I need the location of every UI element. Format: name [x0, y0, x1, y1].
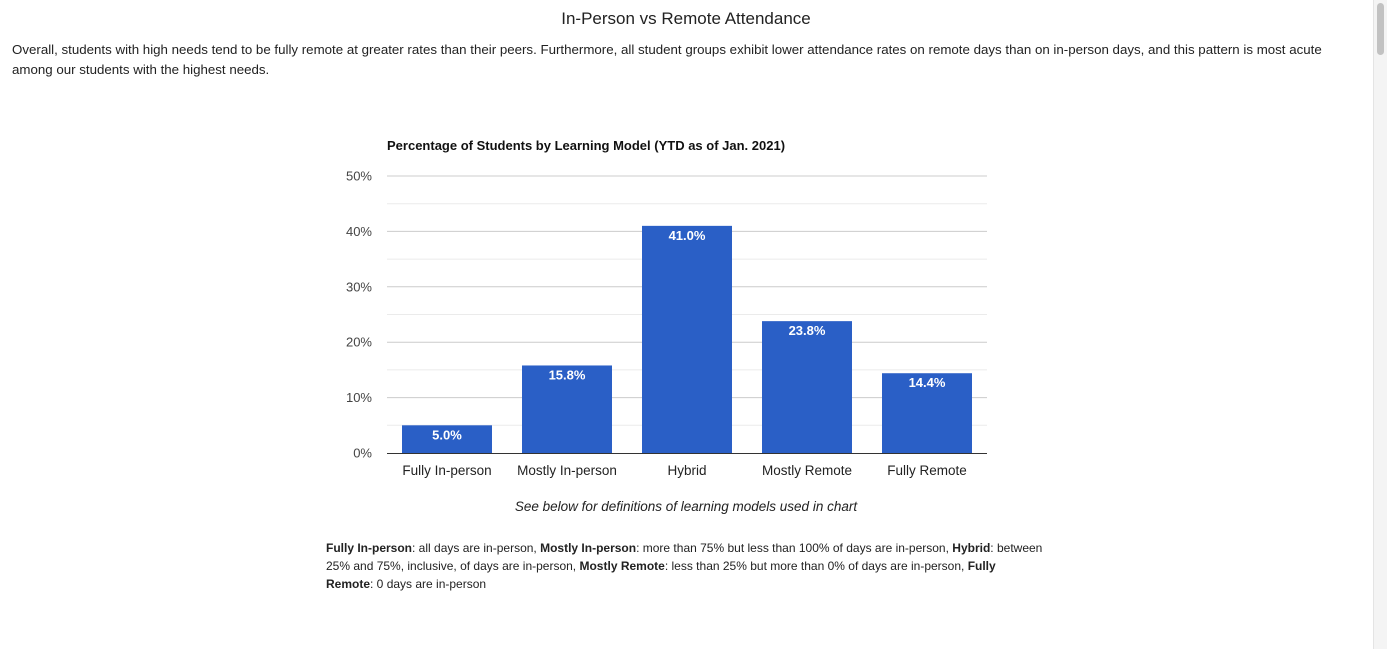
y-tick-label: 50% [346, 169, 372, 184]
definition-text: : between 25% and 75%, inclusive, of day… [326, 541, 1043, 573]
definition-term: Mostly Remote [579, 559, 665, 573]
y-tick-label: 20% [346, 335, 372, 350]
bar-0 [402, 425, 492, 453]
bar-1 [522, 365, 612, 453]
y-tick-label: 0% [353, 446, 372, 461]
y-tick-label: 40% [346, 224, 372, 239]
bar-3 [762, 321, 852, 453]
definition-term: Fully In-person [326, 541, 413, 555]
x-tick-label: Mostly Remote [762, 463, 852, 478]
definition-term: Hybrid [952, 541, 991, 555]
y-tick-label: 10% [346, 390, 372, 405]
definition-text: : less than 25% but more than 0% of days… [664, 559, 968, 573]
vertical-scrollbar[interactable] [1373, 0, 1387, 649]
y-tick-label: 30% [346, 279, 372, 294]
definition-term: Fully Remote [326, 559, 996, 591]
scrollbar-thumb[interactable] [1377, 3, 1384, 55]
definition-term: Mostly In-person [540, 541, 637, 555]
intro-paragraph: Overall, students with high needs tend t… [12, 42, 1322, 77]
data-label: 15.8% [549, 367, 586, 382]
x-tick-label: Fully In-person [402, 463, 491, 478]
x-axis-ticks: Fully In-person Mostly In-person Hybrid Mos… [402, 463, 966, 478]
data-label: 41.0% [669, 228, 706, 243]
y-axis-ticks: 0% 10% 20% 30% 40% 50% [346, 169, 372, 461]
x-tick-label: Mostly In-person [517, 463, 617, 478]
definition-text: : 0 days are in-person [370, 577, 487, 591]
bar-2 [642, 225, 732, 453]
bar-4 [882, 373, 972, 453]
page-title: In-Person vs Remote Attendance [561, 9, 811, 28]
data-label: 23.8% [789, 323, 826, 338]
definition-text: : all days are in-person, [412, 541, 541, 555]
bars [402, 225, 972, 453]
chart-title: Percentage of Students by Learning Model… [387, 138, 785, 153]
learning-model-bar-chart: Percentage of Students by Learning Model… [346, 138, 987, 478]
data-label: 5.0% [432, 427, 462, 442]
chart-footnote: See below for definitions of learning mo… [514, 499, 858, 514]
definition-text: : more than 75% but less than 100% of da… [636, 541, 953, 555]
data-label: 14.4% [909, 375, 946, 390]
data-labels: 5.0% 15.8% 41.0% 23.8% 14.4% [432, 228, 946, 442]
x-tick-label: Hybrid [667, 463, 706, 478]
x-tick-label: Fully Remote [887, 463, 967, 478]
learning-model-definitions: Fully In-person: all days are in-person,… [326, 539, 1046, 593]
